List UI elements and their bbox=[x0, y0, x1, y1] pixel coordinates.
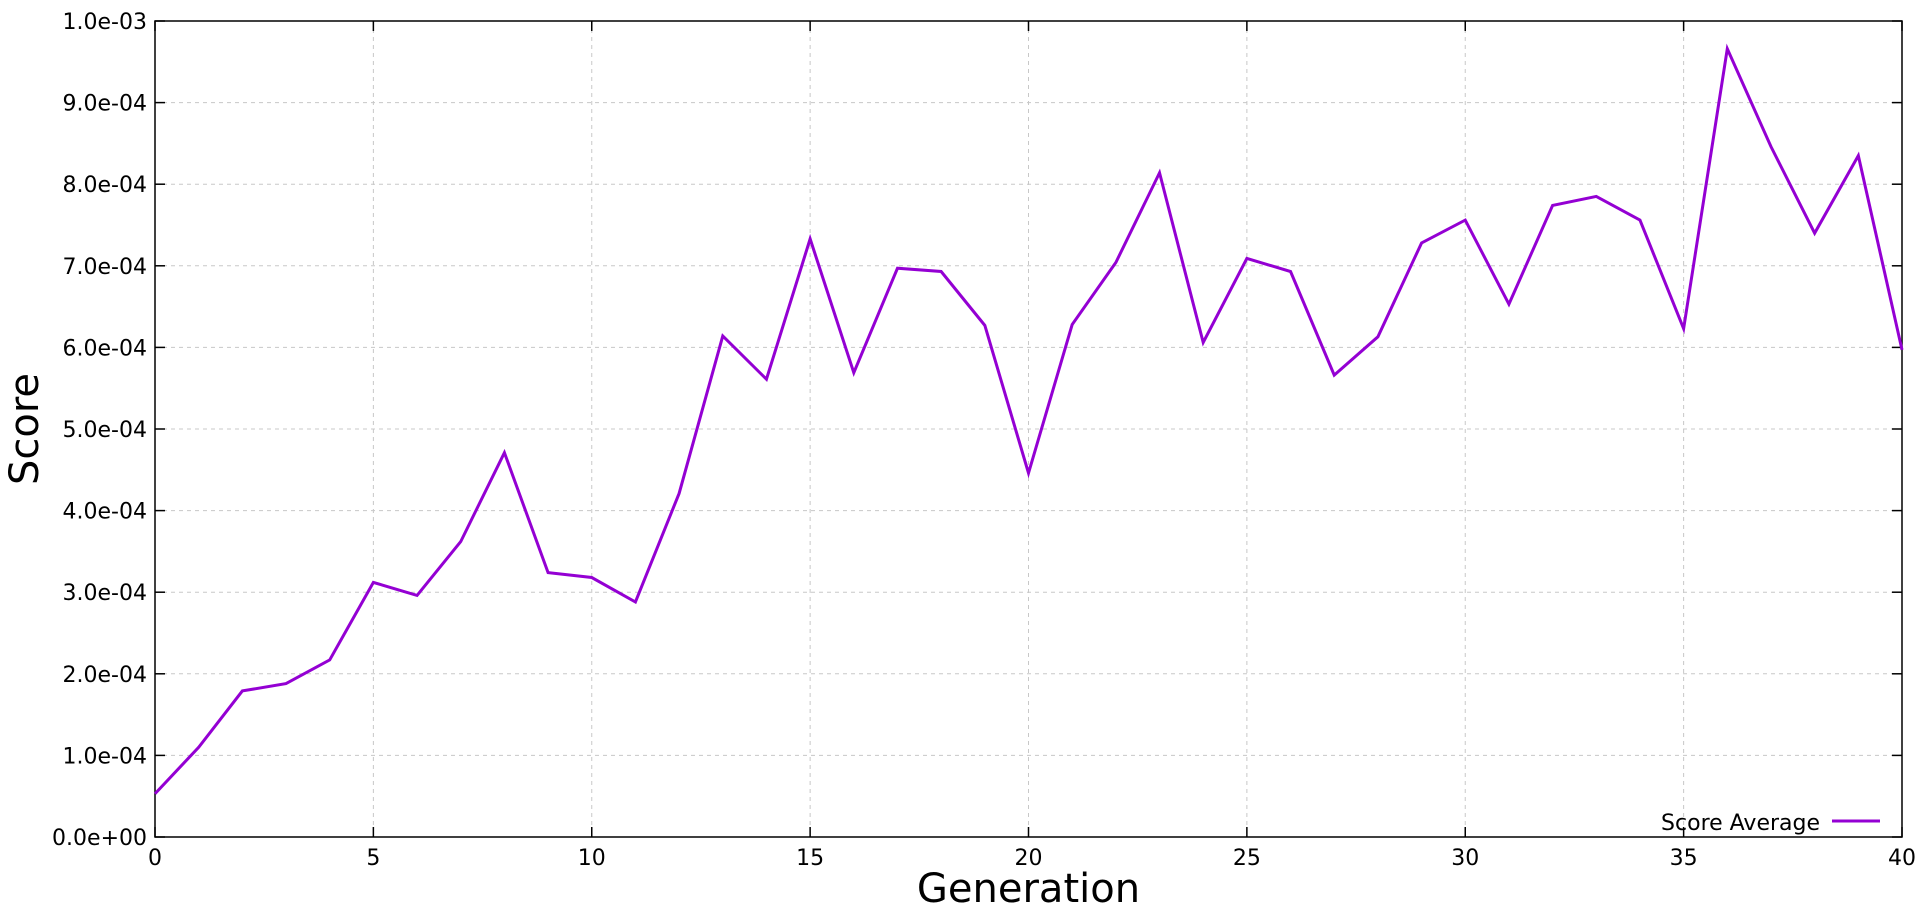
y-tick-label: 6.0e-04 bbox=[63, 336, 147, 361]
y-tick-label: 7.0e-04 bbox=[63, 255, 147, 280]
legend-label-score-average: Score Average bbox=[1661, 811, 1820, 836]
y-tick-label: 1.0e-03 bbox=[63, 10, 147, 35]
series-layer bbox=[153, 43, 1904, 795]
data-point bbox=[1901, 348, 1904, 351]
data-point bbox=[1769, 145, 1772, 148]
data-point bbox=[285, 682, 288, 685]
data-point bbox=[1857, 154, 1860, 157]
x-tick-label: 30 bbox=[1451, 846, 1479, 871]
data-point bbox=[678, 492, 681, 495]
data-point bbox=[459, 540, 462, 543]
x-tick-label: 25 bbox=[1233, 846, 1261, 871]
data-point bbox=[154, 792, 157, 795]
data-point bbox=[590, 576, 593, 579]
series-line-score-average bbox=[153, 43, 1904, 795]
data-point bbox=[1245, 257, 1248, 260]
y-tick-label: 9.0e-04 bbox=[63, 92, 147, 117]
data-point bbox=[1507, 303, 1510, 306]
y-tick-label: 3.0e-04 bbox=[63, 581, 147, 606]
data-point bbox=[547, 571, 550, 574]
axis-ticks: 0 5 10 15 20 25 30 35 40 0.0e+00 1.0e-04 2.0e-04 3.0… bbox=[52, 10, 1916, 871]
data-point bbox=[852, 371, 855, 374]
data-point bbox=[1638, 219, 1641, 222]
y-tick-label: 5.0e-04 bbox=[63, 418, 147, 443]
x-tick-label: 15 bbox=[796, 846, 824, 871]
data-point bbox=[1376, 335, 1379, 338]
x-tick-label: 20 bbox=[1015, 846, 1043, 871]
x-tick-label: 5 bbox=[366, 846, 380, 871]
data-point bbox=[1551, 204, 1554, 207]
data-point bbox=[416, 594, 419, 597]
data-point bbox=[1027, 472, 1030, 475]
data-point bbox=[1420, 241, 1423, 244]
data-point bbox=[983, 324, 986, 327]
data-point bbox=[503, 451, 506, 454]
x-axis-title: Generation bbox=[917, 866, 1140, 912]
grid bbox=[155, 21, 1902, 837]
data-point bbox=[721, 334, 724, 337]
y-tick-label: 4.0e-04 bbox=[63, 500, 147, 525]
legend: Score Average bbox=[1661, 811, 1880, 836]
data-point bbox=[809, 237, 812, 240]
data-point bbox=[372, 581, 375, 584]
y-tick-label: 0.0e+00 bbox=[52, 826, 147, 851]
y-tick-label: 2.0e-04 bbox=[63, 663, 147, 688]
data-point bbox=[1595, 195, 1598, 198]
data-point bbox=[940, 270, 943, 273]
data-point bbox=[896, 267, 899, 270]
data-point bbox=[1813, 232, 1816, 235]
data-point bbox=[1333, 374, 1336, 377]
x-tick-label: 35 bbox=[1670, 846, 1698, 871]
y-tick-label: 8.0e-04 bbox=[63, 173, 147, 198]
data-point bbox=[1114, 261, 1117, 264]
data-point bbox=[1726, 47, 1729, 50]
data-point bbox=[241, 689, 244, 692]
x-tick-label: 0 bbox=[148, 846, 162, 871]
data-point bbox=[1202, 341, 1205, 344]
y-axis-title: Score bbox=[2, 373, 48, 485]
data-point bbox=[765, 378, 768, 381]
x-tick-label: 10 bbox=[578, 846, 606, 871]
data-point bbox=[634, 600, 637, 603]
data-point bbox=[1682, 327, 1685, 330]
data-point bbox=[1289, 270, 1292, 273]
x-tick-label: 40 bbox=[1888, 846, 1916, 871]
data-point bbox=[1158, 171, 1161, 174]
data-point bbox=[1464, 219, 1467, 222]
data-point bbox=[328, 658, 331, 661]
data-point bbox=[197, 746, 200, 749]
data-point bbox=[1071, 323, 1074, 326]
y-tick-label: 1.0e-04 bbox=[63, 744, 147, 769]
